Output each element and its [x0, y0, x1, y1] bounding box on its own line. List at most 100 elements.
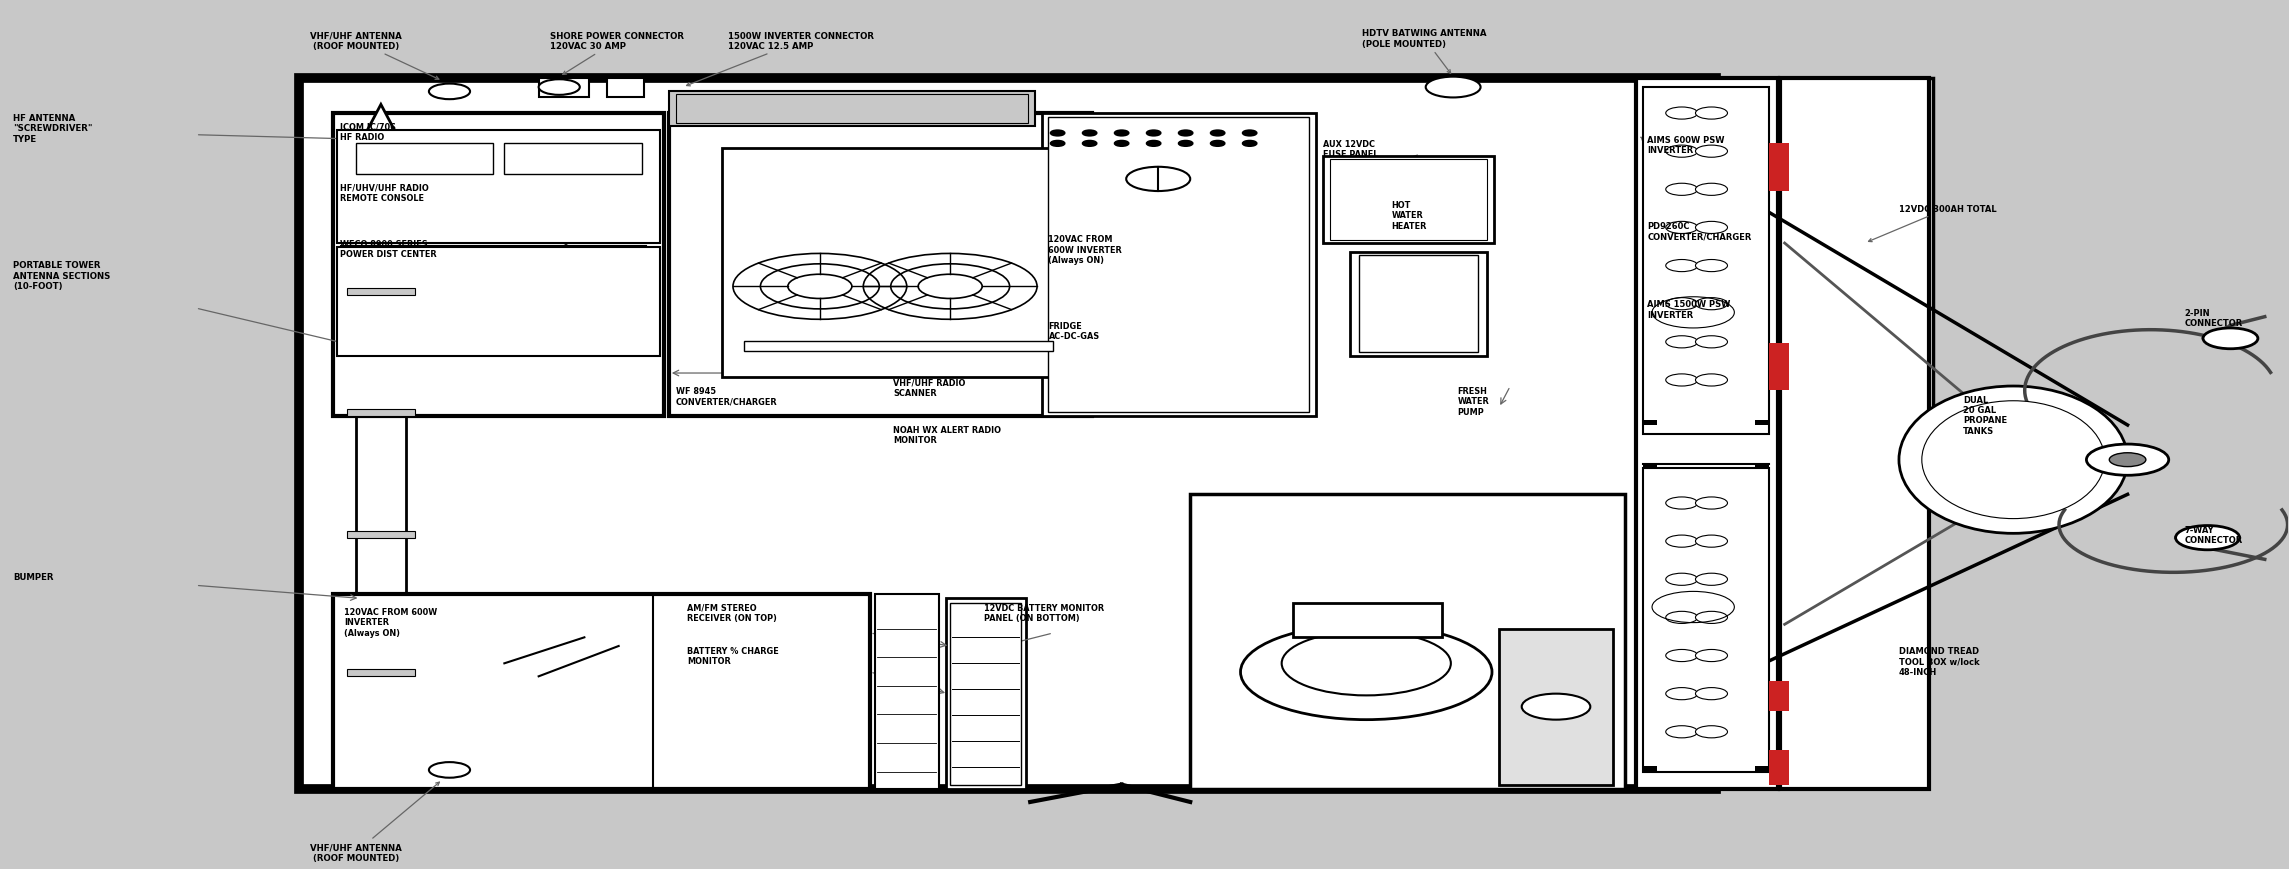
- Bar: [346, 670, 414, 677]
- Circle shape: [1243, 142, 1257, 147]
- Circle shape: [1696, 535, 1728, 547]
- Bar: [1092, 149, 1225, 378]
- Bar: [1330, 160, 1488, 242]
- Text: BUMPER: BUMPER: [14, 573, 53, 581]
- Circle shape: [2108, 454, 2145, 467]
- Bar: [1499, 629, 1614, 785]
- Circle shape: [1666, 687, 1698, 700]
- Bar: [1048, 118, 1309, 413]
- Circle shape: [1666, 336, 1698, 348]
- Text: DUAL
20 GAL
PROPANE
TANKS: DUAL 20 GAL PROPANE TANKS: [1964, 395, 2007, 435]
- Bar: [355, 144, 492, 175]
- Bar: [1756, 421, 1769, 426]
- Circle shape: [1666, 612, 1698, 624]
- Circle shape: [1666, 184, 1698, 196]
- Bar: [1769, 343, 1790, 391]
- Bar: [1041, 114, 1316, 417]
- Circle shape: [1696, 222, 1728, 235]
- Text: 12VDC BATTERY MONITOR
PANEL (ON BOTTOM): 12VDC BATTERY MONITOR PANEL (ON BOTTOM): [984, 603, 1106, 622]
- Bar: [1637, 79, 1779, 789]
- Circle shape: [1243, 131, 1257, 136]
- Bar: [1644, 463, 1657, 468]
- Text: WFCO 8900 SERIES
POWER DIST CENTER: WFCO 8900 SERIES POWER DIST CENTER: [339, 240, 437, 259]
- Text: AUX 12VDC
FUSE PANEL: AUX 12VDC FUSE PANEL: [1323, 140, 1378, 159]
- Circle shape: [1666, 108, 1698, 120]
- Circle shape: [1083, 131, 1096, 136]
- Bar: [1644, 766, 1657, 772]
- Bar: [1769, 750, 1790, 785]
- Text: AIMS 1500W PSW
INVERTER: AIMS 1500W PSW INVERTER: [1648, 300, 1730, 320]
- Bar: [298, 79, 1717, 789]
- Circle shape: [1696, 298, 1728, 310]
- Circle shape: [1666, 260, 1698, 272]
- Circle shape: [1696, 574, 1728, 586]
- Circle shape: [1666, 298, 1698, 310]
- Text: ICOM IC/706
HF RADIO: ICOM IC/706 HF RADIO: [339, 123, 396, 142]
- Bar: [538, 79, 588, 98]
- Bar: [346, 289, 414, 295]
- Text: PORTABLE TOWER
ANTENNA SECTIONS
(10-FOOT): PORTABLE TOWER ANTENNA SECTIONS (10-FOOT…: [14, 261, 110, 291]
- Circle shape: [1666, 726, 1698, 738]
- Text: 120VAC FROM 600W
INVERTER
(Always ON): 120VAC FROM 600W INVERTER (Always ON): [343, 607, 437, 637]
- Text: 7-WAY
CONNECTOR: 7-WAY CONNECTOR: [2184, 525, 2243, 545]
- Bar: [332, 114, 664, 417]
- Circle shape: [1696, 497, 1728, 509]
- Circle shape: [1126, 168, 1190, 192]
- Bar: [1769, 144, 1790, 192]
- Circle shape: [1115, 131, 1128, 136]
- Circle shape: [1666, 535, 1698, 547]
- Text: AIMS 600W PSW
INVERTER: AIMS 600W PSW INVERTER: [1648, 136, 1726, 155]
- Circle shape: [1696, 375, 1728, 387]
- Circle shape: [2202, 328, 2257, 349]
- Bar: [1323, 157, 1495, 243]
- Bar: [504, 144, 641, 175]
- Circle shape: [1083, 142, 1096, 147]
- Bar: [1781, 79, 1930, 789]
- Circle shape: [1211, 131, 1225, 136]
- Text: DIAMOND TREAD
TOOL BOX w/lock
48-INCH: DIAMOND TREAD TOOL BOX w/lock 48-INCH: [1900, 647, 1980, 676]
- Bar: [336, 131, 659, 243]
- Circle shape: [1115, 142, 1128, 147]
- Circle shape: [1696, 336, 1728, 348]
- Circle shape: [538, 80, 579, 96]
- Circle shape: [1211, 142, 1225, 147]
- Text: VHF/UHF RADIO
SCANNER: VHF/UHF RADIO SCANNER: [893, 378, 966, 397]
- Bar: [1644, 421, 1657, 426]
- Text: HF/UHV/UHF RADIO
REMOTE CONSOLE: HF/UHV/UHF RADIO REMOTE CONSOLE: [339, 183, 428, 202]
- Circle shape: [1179, 131, 1193, 136]
- Ellipse shape: [1900, 387, 2126, 534]
- Circle shape: [1147, 142, 1161, 147]
- Bar: [346, 531, 414, 538]
- Bar: [1644, 88, 1769, 434]
- Text: HOT
WATER
HEATER: HOT WATER HEATER: [1392, 201, 1426, 230]
- Bar: [1756, 463, 1769, 468]
- Text: 2-PIN
CONNECTOR: 2-PIN CONNECTOR: [2184, 308, 2243, 328]
- Bar: [675, 95, 1028, 124]
- Circle shape: [1666, 146, 1698, 158]
- Bar: [355, 153, 405, 767]
- Text: NOAH WX ALERT RADIO
MONITOR: NOAH WX ALERT RADIO MONITOR: [893, 426, 1000, 445]
- Circle shape: [1051, 131, 1064, 136]
- Circle shape: [1696, 108, 1728, 120]
- Bar: [1756, 766, 1769, 772]
- Circle shape: [1696, 260, 1728, 272]
- Bar: [336, 248, 659, 356]
- Circle shape: [1696, 146, 1728, 158]
- Bar: [945, 599, 1025, 789]
- Text: HDTV BATWING ANTENNA
(POLE MOUNTED): HDTV BATWING ANTENNA (POLE MOUNTED): [1362, 29, 1486, 74]
- Circle shape: [1696, 687, 1728, 700]
- Text: AM/FM STEREO
RECEIVER (ON TOP): AM/FM STEREO RECEIVER (ON TOP): [687, 603, 778, 622]
- Circle shape: [1696, 184, 1728, 196]
- Text: FRIDGE
AC-DC-GAS: FRIDGE AC-DC-GAS: [1048, 322, 1099, 341]
- Circle shape: [2175, 526, 2239, 550]
- Circle shape: [1696, 650, 1728, 662]
- Circle shape: [1282, 632, 1451, 695]
- Text: SHORE POWER CONNECTOR
120VAC 30 AMP: SHORE POWER CONNECTOR 120VAC 30 AMP: [549, 31, 684, 76]
- Circle shape: [1696, 726, 1728, 738]
- Circle shape: [1147, 131, 1161, 136]
- Circle shape: [1666, 574, 1698, 586]
- Bar: [1293, 603, 1442, 638]
- Bar: [346, 410, 414, 417]
- Bar: [721, 149, 1076, 378]
- Bar: [744, 342, 1053, 352]
